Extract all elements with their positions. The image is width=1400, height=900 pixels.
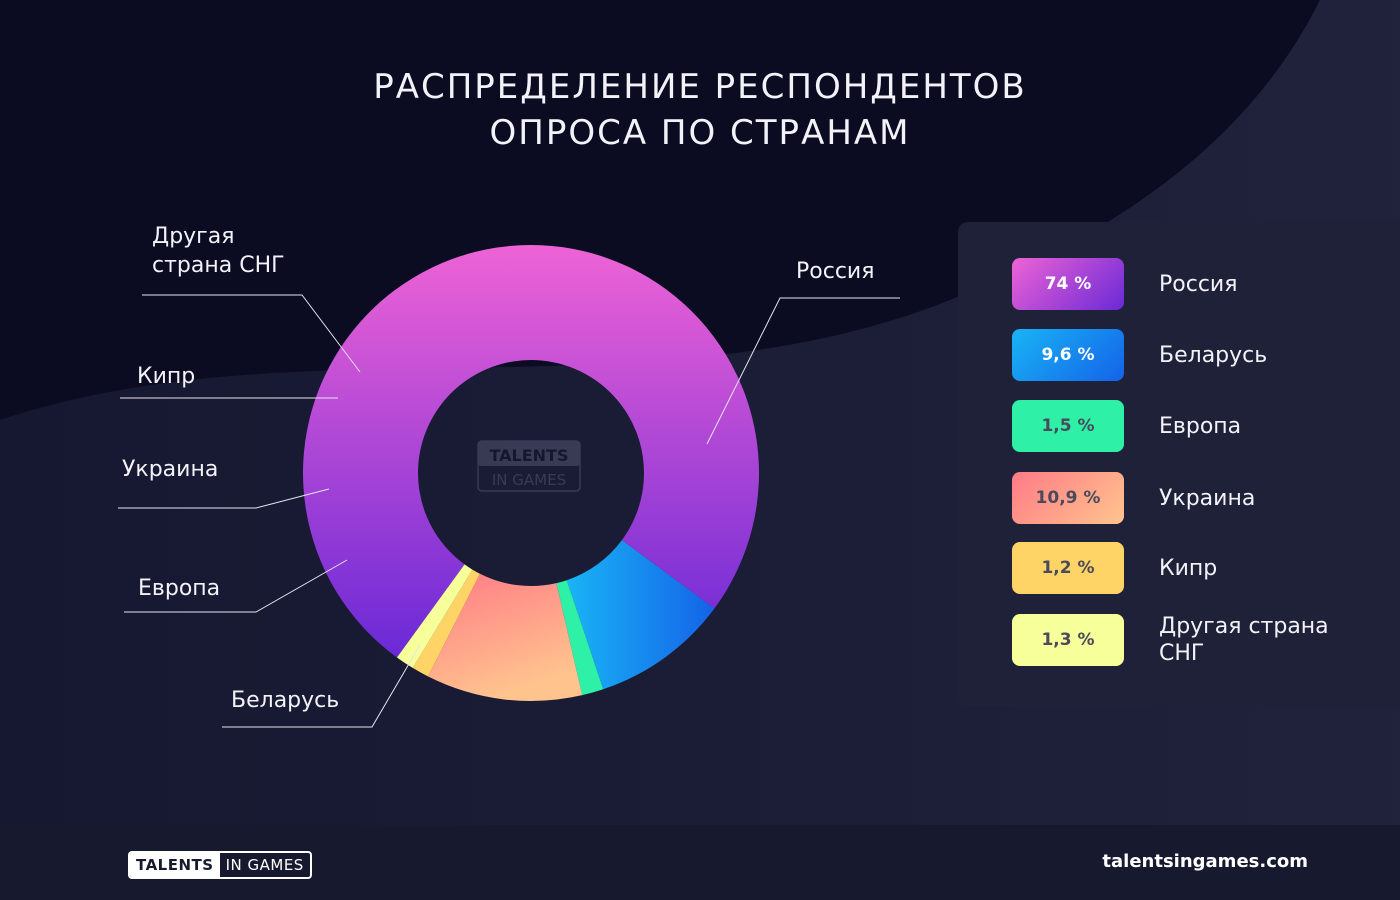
- legend-label-russia: Россия: [1159, 271, 1238, 297]
- legend-label-europe: Европа: [1159, 413, 1242, 439]
- legend-swatch-europe: 1,5 %: [1012, 400, 1124, 452]
- watermark-line-1: TALENTS: [489, 446, 568, 465]
- callout-label-belarus: Беларусь: [231, 688, 339, 713]
- legend-swatch-belarus: 9,6 %: [1012, 329, 1124, 381]
- legend-swatch-russia: 74 %: [1012, 258, 1124, 310]
- footer: TALENTS IN GAMES talentsingames.com: [0, 825, 1400, 900]
- logo-part-2: IN GAMES: [225, 856, 304, 874]
- watermark-line-2: IN GAMES: [492, 471, 566, 489]
- title-line-1: РАСПРЕДЕЛЕНИЕ РЕСПОНДЕНТОВ: [373, 67, 1027, 107]
- website-link[interactable]: talentsingames.com: [1102, 851, 1308, 872]
- legend-swatch-cyprus: 1,2 %: [1012, 542, 1124, 594]
- callout-label-europe: Европа: [138, 576, 220, 601]
- legend-swatch-ukraine: 10,9 %: [1012, 472, 1124, 524]
- legend-panel: 74 % Россия 9,6 % Беларусь 1,5 % Европа …: [958, 222, 1400, 706]
- callout-ukraine: Украина: [118, 457, 330, 509]
- brand-logo[interactable]: TALENTS IN GAMES: [128, 851, 312, 879]
- callout-label-other-2: страна СНГ: [152, 253, 285, 278]
- legend-swatch-other: 1,3 %: [1012, 614, 1124, 666]
- callout-europe: Европа: [124, 559, 348, 613]
- donut-slices: [303, 245, 760, 701]
- callout-label-cyprus: Кипр: [137, 364, 195, 389]
- callout-other: Другая страна СНГ: [142, 224, 361, 373]
- slice-europe: [556, 580, 604, 696]
- callout-russia: Россия: [706, 259, 900, 445]
- legend-label-belarus: Беларусь: [1159, 342, 1268, 368]
- callout-cyprus: Кипр: [120, 364, 338, 399]
- slice-cyprus: [412, 569, 480, 677]
- logo-part-1: TALENTS: [130, 853, 220, 877]
- legend-label-cyprus: Кипр: [1159, 555, 1218, 581]
- callout-label-russia: Россия: [796, 259, 874, 284]
- callout-belarus: Беларусь: [222, 644, 421, 728]
- donut-chart: TALENTS IN GAMES Россия Беларусь Европа …: [118, 224, 900, 728]
- slice-russia: [303, 245, 760, 658]
- callout-label-other-1: Другая: [152, 224, 234, 249]
- page-title: РАСПРЕДЕЛЕНИЕ РЕСПОНДЕНТОВ ОПРОСА ПО СТР…: [0, 64, 1400, 156]
- legend-label-ukraine: Украина: [1159, 485, 1256, 511]
- title-line-2: ОПРОСА ПО СТРАНАМ: [489, 113, 911, 153]
- watermark: TALENTS IN GAMES: [477, 440, 581, 492]
- callout-label-ukraine: Украина: [122, 457, 218, 482]
- slice-other: [396, 564, 473, 668]
- slice-belarus: [566, 540, 715, 690]
- legend-label-other: Другая страна СНГ: [1159, 614, 1329, 666]
- slice-ukraine: [427, 573, 583, 701]
